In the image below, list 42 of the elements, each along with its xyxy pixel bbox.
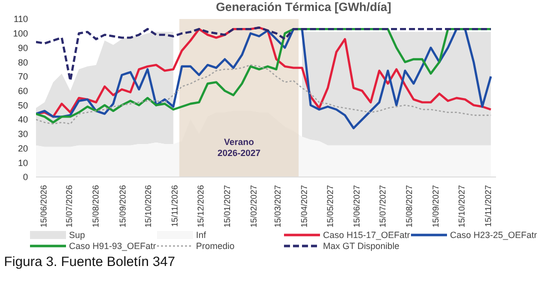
- x-tick-label: 15/07/2027: [377, 184, 388, 228]
- y-tick-label: 40: [18, 114, 28, 125]
- x-tick-label: 15/03/2027: [272, 184, 283, 228]
- text: Figura 3. Fuente Boletín 347: [3, 254, 176, 269]
- y-tick-label: 100: [12, 28, 28, 39]
- y-tick-label: 70: [18, 72, 28, 82]
- y-tick-label: 20: [18, 143, 28, 154]
- x-tick-label: 15/10/2026: [143, 184, 154, 228]
- x-tick-label: 15/12/2026: [195, 184, 206, 228]
- y-tick-label: 110: [14, 14, 28, 24]
- legend-label: Caso H23-25_OEFatr: [450, 230, 538, 240]
- x-tick-label: 15/09/2027: [430, 184, 441, 228]
- y-tick-label: 10: [18, 158, 28, 168]
- x-tick-label: 15/05/2027: [324, 184, 335, 228]
- x-tick-label: 15/08/2026: [90, 184, 101, 228]
- legend-label: Inf: [196, 230, 206, 240]
- y-tick-label: 0: [22, 172, 28, 182]
- x-tick-label: 15/11/2026: [170, 184, 180, 227]
- x-tick-label: 15/07/2026: [64, 184, 74, 228]
- legend-label: Max GT Disponible: [323, 240, 400, 250]
- legend-label: Promedio: [196, 240, 235, 250]
- x-tick-label: 15/01/2027: [222, 184, 232, 228]
- y-tick-label: 30: [18, 129, 28, 140]
- legend-label: Caso H91-93_OEFatr: [69, 240, 156, 250]
- y-tick-label: 60: [18, 86, 28, 96]
- x-tick-label: 15/11/2027: [482, 184, 493, 227]
- x-tick-label: 15/04/2027: [299, 184, 310, 228]
- y-tick-label: 90: [18, 42, 28, 53]
- legend-label: Caso H15-17_OEFatr: [323, 230, 410, 240]
- x-tick-label: 15/09/2026: [117, 184, 128, 228]
- x-tick-label: 15/06/2027: [352, 184, 362, 228]
- x-tick-label: 15/02/2027: [248, 184, 259, 228]
- x-tick-label: 15/08/2027: [404, 184, 414, 228]
- y-tick-label: 80: [18, 57, 28, 68]
- legend-label: Sup: [69, 230, 86, 240]
- line-series: [36, 26, 492, 82]
- line-series: [36, 64, 492, 124]
- x-tick-label: 15/06/2026: [38, 184, 48, 228]
- chart-title: Generación Térmica [GWh/día]: [214, 0, 392, 15]
- y-tick-label: 50: [18, 100, 28, 110]
- band-label: Verano 2026-2027: [217, 137, 260, 158]
- x-tick-label: 15/10/2027: [456, 184, 466, 228]
